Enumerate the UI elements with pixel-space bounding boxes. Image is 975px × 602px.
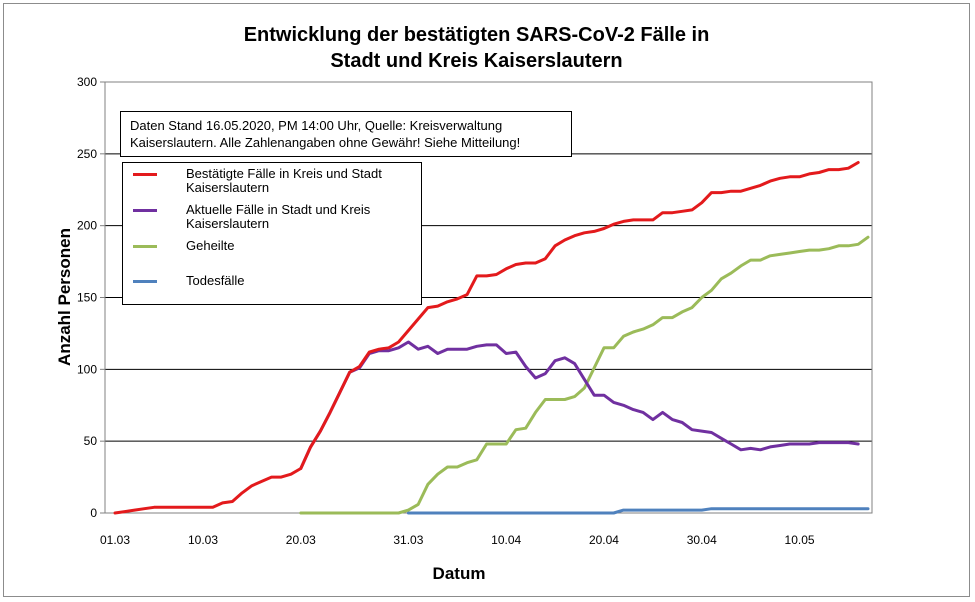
y-tick-label: 0	[90, 506, 97, 520]
y-axis-label: Anzahl Personen	[55, 228, 74, 366]
x-tick-label: 30.04	[687, 533, 717, 547]
data-source-note-text: Daten Stand 16.05.2020, PM 14:00 Uhr, Qu…	[130, 118, 521, 150]
series-line-confirmed	[113, 161, 860, 515]
y-tick-label: 300	[77, 75, 97, 89]
x-tick-label: 31.03	[393, 533, 423, 547]
legend: Bestätigte Fälle in Kreis und Stadt Kais…	[122, 162, 422, 305]
legend-swatch-deaths	[133, 280, 157, 283]
series-line-active	[299, 340, 860, 470]
series-line-recovered	[299, 235, 870, 515]
legend-swatch-recovered	[133, 245, 157, 248]
y-tick-label: 250	[77, 147, 97, 161]
y-tick-label: 50	[84, 434, 98, 448]
data-source-note: Daten Stand 16.05.2020, PM 14:00 Uhr, Qu…	[120, 111, 572, 157]
y-axis-ticks: 0 50 100 150 200 250 300	[77, 75, 105, 520]
series-line-deaths	[406, 507, 870, 515]
x-tick-label: 01.03	[100, 533, 130, 547]
y-tick-label: 100	[77, 362, 97, 376]
x-tick-label: 10.03	[188, 533, 218, 547]
x-axis-label: Datum	[433, 564, 486, 583]
legend-label-deaths: Todesfälle	[186, 273, 245, 288]
x-tick-label: 10.04	[491, 533, 521, 547]
series-lines	[113, 161, 870, 515]
y-tick-label: 150	[77, 291, 97, 305]
legend-label-recovered: Geheilte	[186, 238, 235, 253]
legend-swatch-active	[133, 209, 157, 212]
y-tick-label: 200	[77, 219, 97, 233]
chart-title-line-1: Entwicklung der bestätigten SARS-CoV-2 F…	[243, 24, 710, 46]
legend-label-active: Aktuelle Fälle in Stadt und Kreis Kaiser…	[186, 202, 371, 231]
legend-label-confirmed: Bestätigte Fälle in Kreis und Stadt Kais…	[186, 166, 382, 195]
chart-title-line-2: Stadt und Kreis Kaiserslautern	[330, 50, 623, 72]
x-tick-label: 10.05	[785, 533, 815, 547]
x-axis-ticks: 01.03 10.03 20.03 31.03 10.04 20.04 30.04 10.05	[100, 533, 815, 547]
x-tick-label: 20.04	[589, 533, 619, 547]
x-tick-label: 20.03	[286, 533, 316, 547]
chart-title: Entwicklung der bestätigten SARS-CoV-2 F…	[0, 22, 953, 74]
legend-swatch-confirmed	[133, 173, 157, 176]
